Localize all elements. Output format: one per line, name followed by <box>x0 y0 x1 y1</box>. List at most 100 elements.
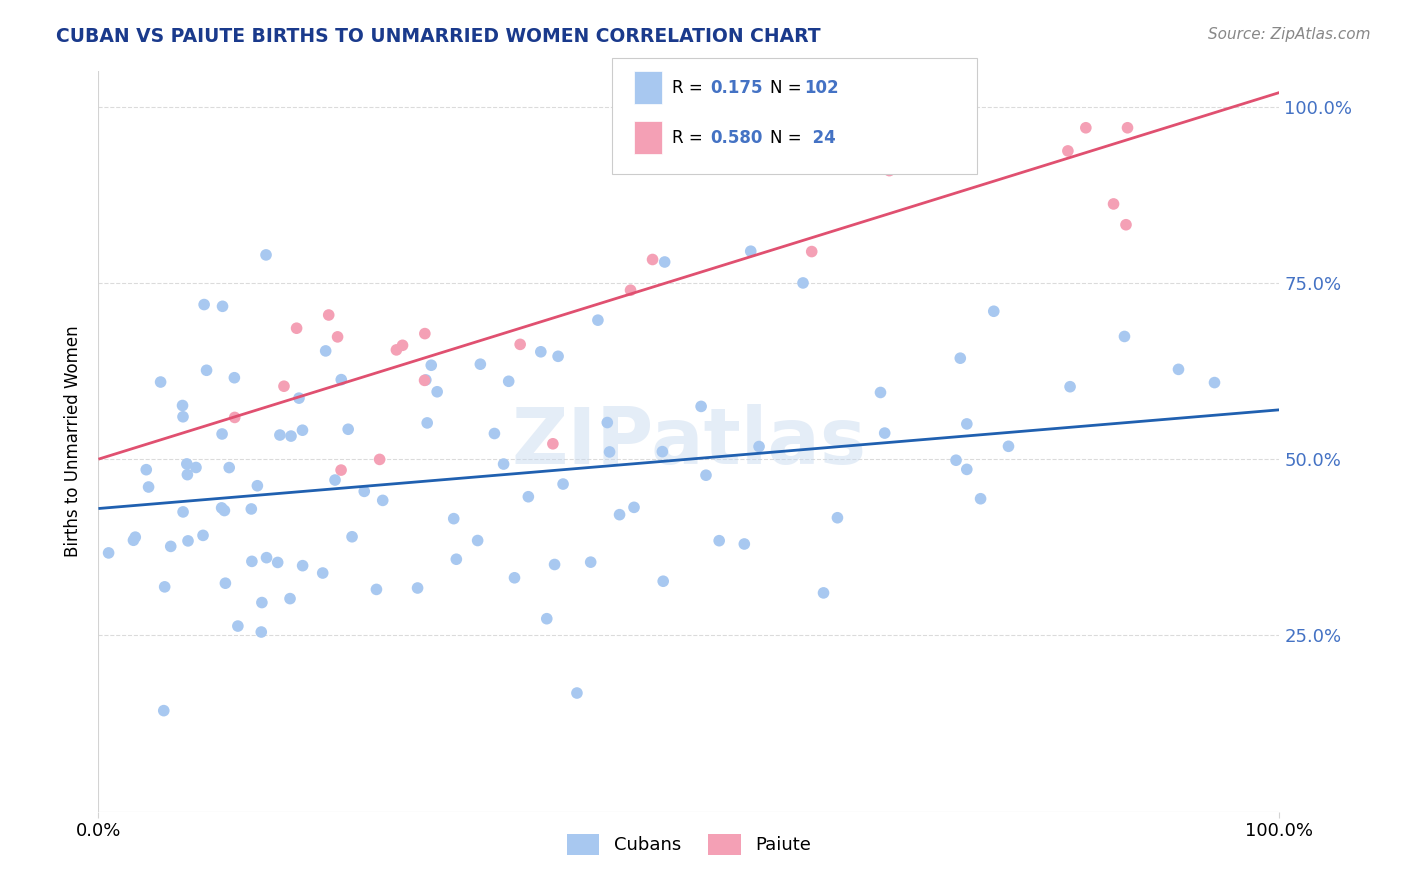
Point <box>138 480 160 494</box>
Point <box>193 297 215 311</box>
Point <box>827 510 849 524</box>
Point <box>654 255 676 269</box>
Point <box>652 574 675 589</box>
Point <box>406 581 429 595</box>
Point <box>211 299 233 313</box>
Point <box>641 252 664 267</box>
Text: N =: N = <box>770 128 807 147</box>
Point <box>695 468 717 483</box>
Point <box>536 612 558 626</box>
Point <box>623 500 645 515</box>
Point <box>240 502 263 516</box>
Point <box>470 357 492 371</box>
Point <box>330 463 353 477</box>
Point <box>318 308 340 322</box>
Text: 0.580: 0.580 <box>710 128 762 147</box>
Point <box>288 391 311 405</box>
Point <box>172 399 194 413</box>
Point <box>949 351 972 366</box>
Point <box>224 370 246 384</box>
Point <box>446 552 468 566</box>
Point <box>416 416 439 430</box>
Text: 102: 102 <box>804 78 839 96</box>
Point <box>250 625 273 640</box>
Y-axis label: Births to Unmarried Women: Births to Unmarried Women <box>65 326 83 558</box>
Point <box>800 244 823 259</box>
Point <box>413 326 436 341</box>
Point <box>619 283 641 297</box>
Point <box>256 550 278 565</box>
Point <box>709 533 731 548</box>
Point <box>492 457 515 471</box>
Point <box>176 457 198 471</box>
Point <box>717 140 740 154</box>
Point <box>176 467 198 482</box>
Point <box>748 440 770 454</box>
Point <box>224 410 246 425</box>
Point <box>873 426 896 441</box>
Point <box>983 304 1005 318</box>
Point <box>273 379 295 393</box>
Point <box>153 580 176 594</box>
Point <box>498 374 520 388</box>
Point <box>1057 144 1080 158</box>
Point <box>733 537 755 551</box>
Point <box>1102 197 1125 211</box>
Point <box>240 554 263 568</box>
Point <box>690 400 713 414</box>
Point <box>97 546 120 560</box>
Point <box>269 428 291 442</box>
Point <box>391 338 413 352</box>
Point <box>278 591 301 606</box>
Point <box>547 349 569 363</box>
Point <box>1114 329 1136 343</box>
Point <box>609 508 631 522</box>
Point <box>651 444 673 458</box>
Point <box>426 384 449 399</box>
Point <box>135 463 157 477</box>
Point <box>543 558 565 572</box>
Point <box>509 337 531 351</box>
Point <box>326 330 349 344</box>
Point <box>337 422 360 436</box>
Point <box>484 426 506 441</box>
Point <box>172 505 194 519</box>
Text: R =: R = <box>672 128 709 147</box>
Point <box>312 566 335 580</box>
Point <box>211 500 233 515</box>
Point <box>467 533 489 548</box>
Legend: Cubans, Paiute: Cubans, Paiute <box>567 834 811 855</box>
Text: Source: ZipAtlas.com: Source: ZipAtlas.com <box>1208 27 1371 42</box>
Point <box>191 528 214 542</box>
Point <box>579 555 602 569</box>
Point <box>740 244 762 259</box>
Point <box>124 530 146 544</box>
Point <box>291 558 314 573</box>
Point <box>420 358 443 372</box>
Point <box>246 479 269 493</box>
Point <box>315 343 337 358</box>
Point <box>353 484 375 499</box>
Point <box>1115 218 1137 232</box>
Point <box>945 453 967 467</box>
Point <box>184 460 207 475</box>
Point <box>195 363 218 377</box>
Point <box>280 429 302 443</box>
Point <box>366 582 388 597</box>
Point <box>172 409 194 424</box>
Point <box>969 491 991 506</box>
Point <box>291 423 314 437</box>
Point <box>415 373 437 387</box>
Point <box>1204 376 1226 390</box>
Point <box>211 427 233 442</box>
Point <box>266 556 288 570</box>
Point <box>413 373 436 387</box>
Point <box>323 473 346 487</box>
Point <box>340 530 363 544</box>
Text: 0.175: 0.175 <box>710 78 762 96</box>
Text: ZIPatlas: ZIPatlas <box>512 403 866 480</box>
Point <box>596 416 619 430</box>
Text: R =: R = <box>672 78 709 96</box>
Point <box>443 511 465 525</box>
Point <box>1074 120 1097 135</box>
